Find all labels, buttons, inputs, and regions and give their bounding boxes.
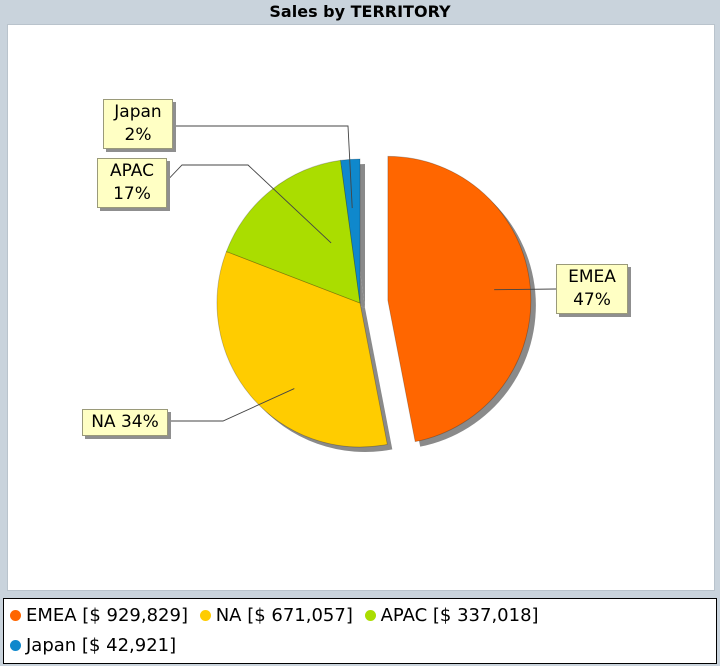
- legend-dot-emea: [10, 609, 21, 621]
- chart-title: Sales by TERRITORY: [269, 2, 451, 21]
- callout-japan: Japan 2%: [103, 99, 173, 149]
- callout-emea: EMEA 47%: [556, 264, 628, 314]
- callout-apac: APAC 17%: [97, 158, 167, 208]
- leader-line-na: [156, 388, 295, 422]
- legend-label-japan: Japan [$ 42,921]: [26, 635, 177, 656]
- callout-japan-percent: 2%: [124, 125, 152, 145]
- legend-label-apac: APAC [$ 337,018]: [380, 605, 539, 626]
- leader-line-japan: [167, 125, 353, 209]
- pie-slices: [216, 155, 532, 448]
- legend-label-na: NA [$ 671,057]: [215, 605, 353, 626]
- legend-item-japan: Japan [$ 42,921]: [10, 633, 176, 659]
- legend: EMEA [$ 929,829] NA [$ 671,057] APAC [$ …: [3, 598, 717, 664]
- slice-apac[interactable]: [225, 159, 361, 304]
- callout-emea-percent: 47%: [573, 290, 611, 310]
- leader-line-apac: [160, 164, 332, 244]
- legend-row-1: EMEA [$ 929,829] NA [$ 671,057] APAC [$ …: [10, 603, 545, 629]
- callout-na: NA 34%: [82, 409, 168, 436]
- leader-lines: [156, 125, 557, 422]
- callout-apac-name: APAC: [110, 161, 154, 181]
- legend-item-na: NA [$ 671,057]: [199, 603, 353, 629]
- legend-item-emea: EMEA [$ 929,829]: [10, 603, 188, 629]
- legend-dot-na: [199, 609, 211, 621]
- slice-japan[interactable]: [340, 158, 361, 304]
- leader-line-emea: [494, 288, 557, 291]
- legend-dot-japan: [10, 639, 21, 651]
- slice-emea[interactable]: [387, 155, 532, 443]
- callout-na-label: NA 34%: [91, 412, 159, 432]
- slice-na[interactable]: [216, 250, 388, 448]
- callout-emea-name: EMEA: [568, 267, 616, 287]
- legend-row-2: Japan [$ 42,921]: [10, 633, 182, 659]
- legend-item-apac: APAC [$ 337,018]: [364, 603, 539, 629]
- plot-area: Japan 2% APAC 17% EMEA 47% NA 34%: [7, 24, 715, 591]
- callout-apac-percent: 17%: [113, 184, 151, 204]
- legend-label-emea: EMEA [$ 929,829]: [26, 605, 188, 626]
- callout-japan-name: Japan: [114, 102, 162, 122]
- legend-dot-apac: [364, 609, 376, 621]
- pie-chart: [156, 125, 557, 452]
